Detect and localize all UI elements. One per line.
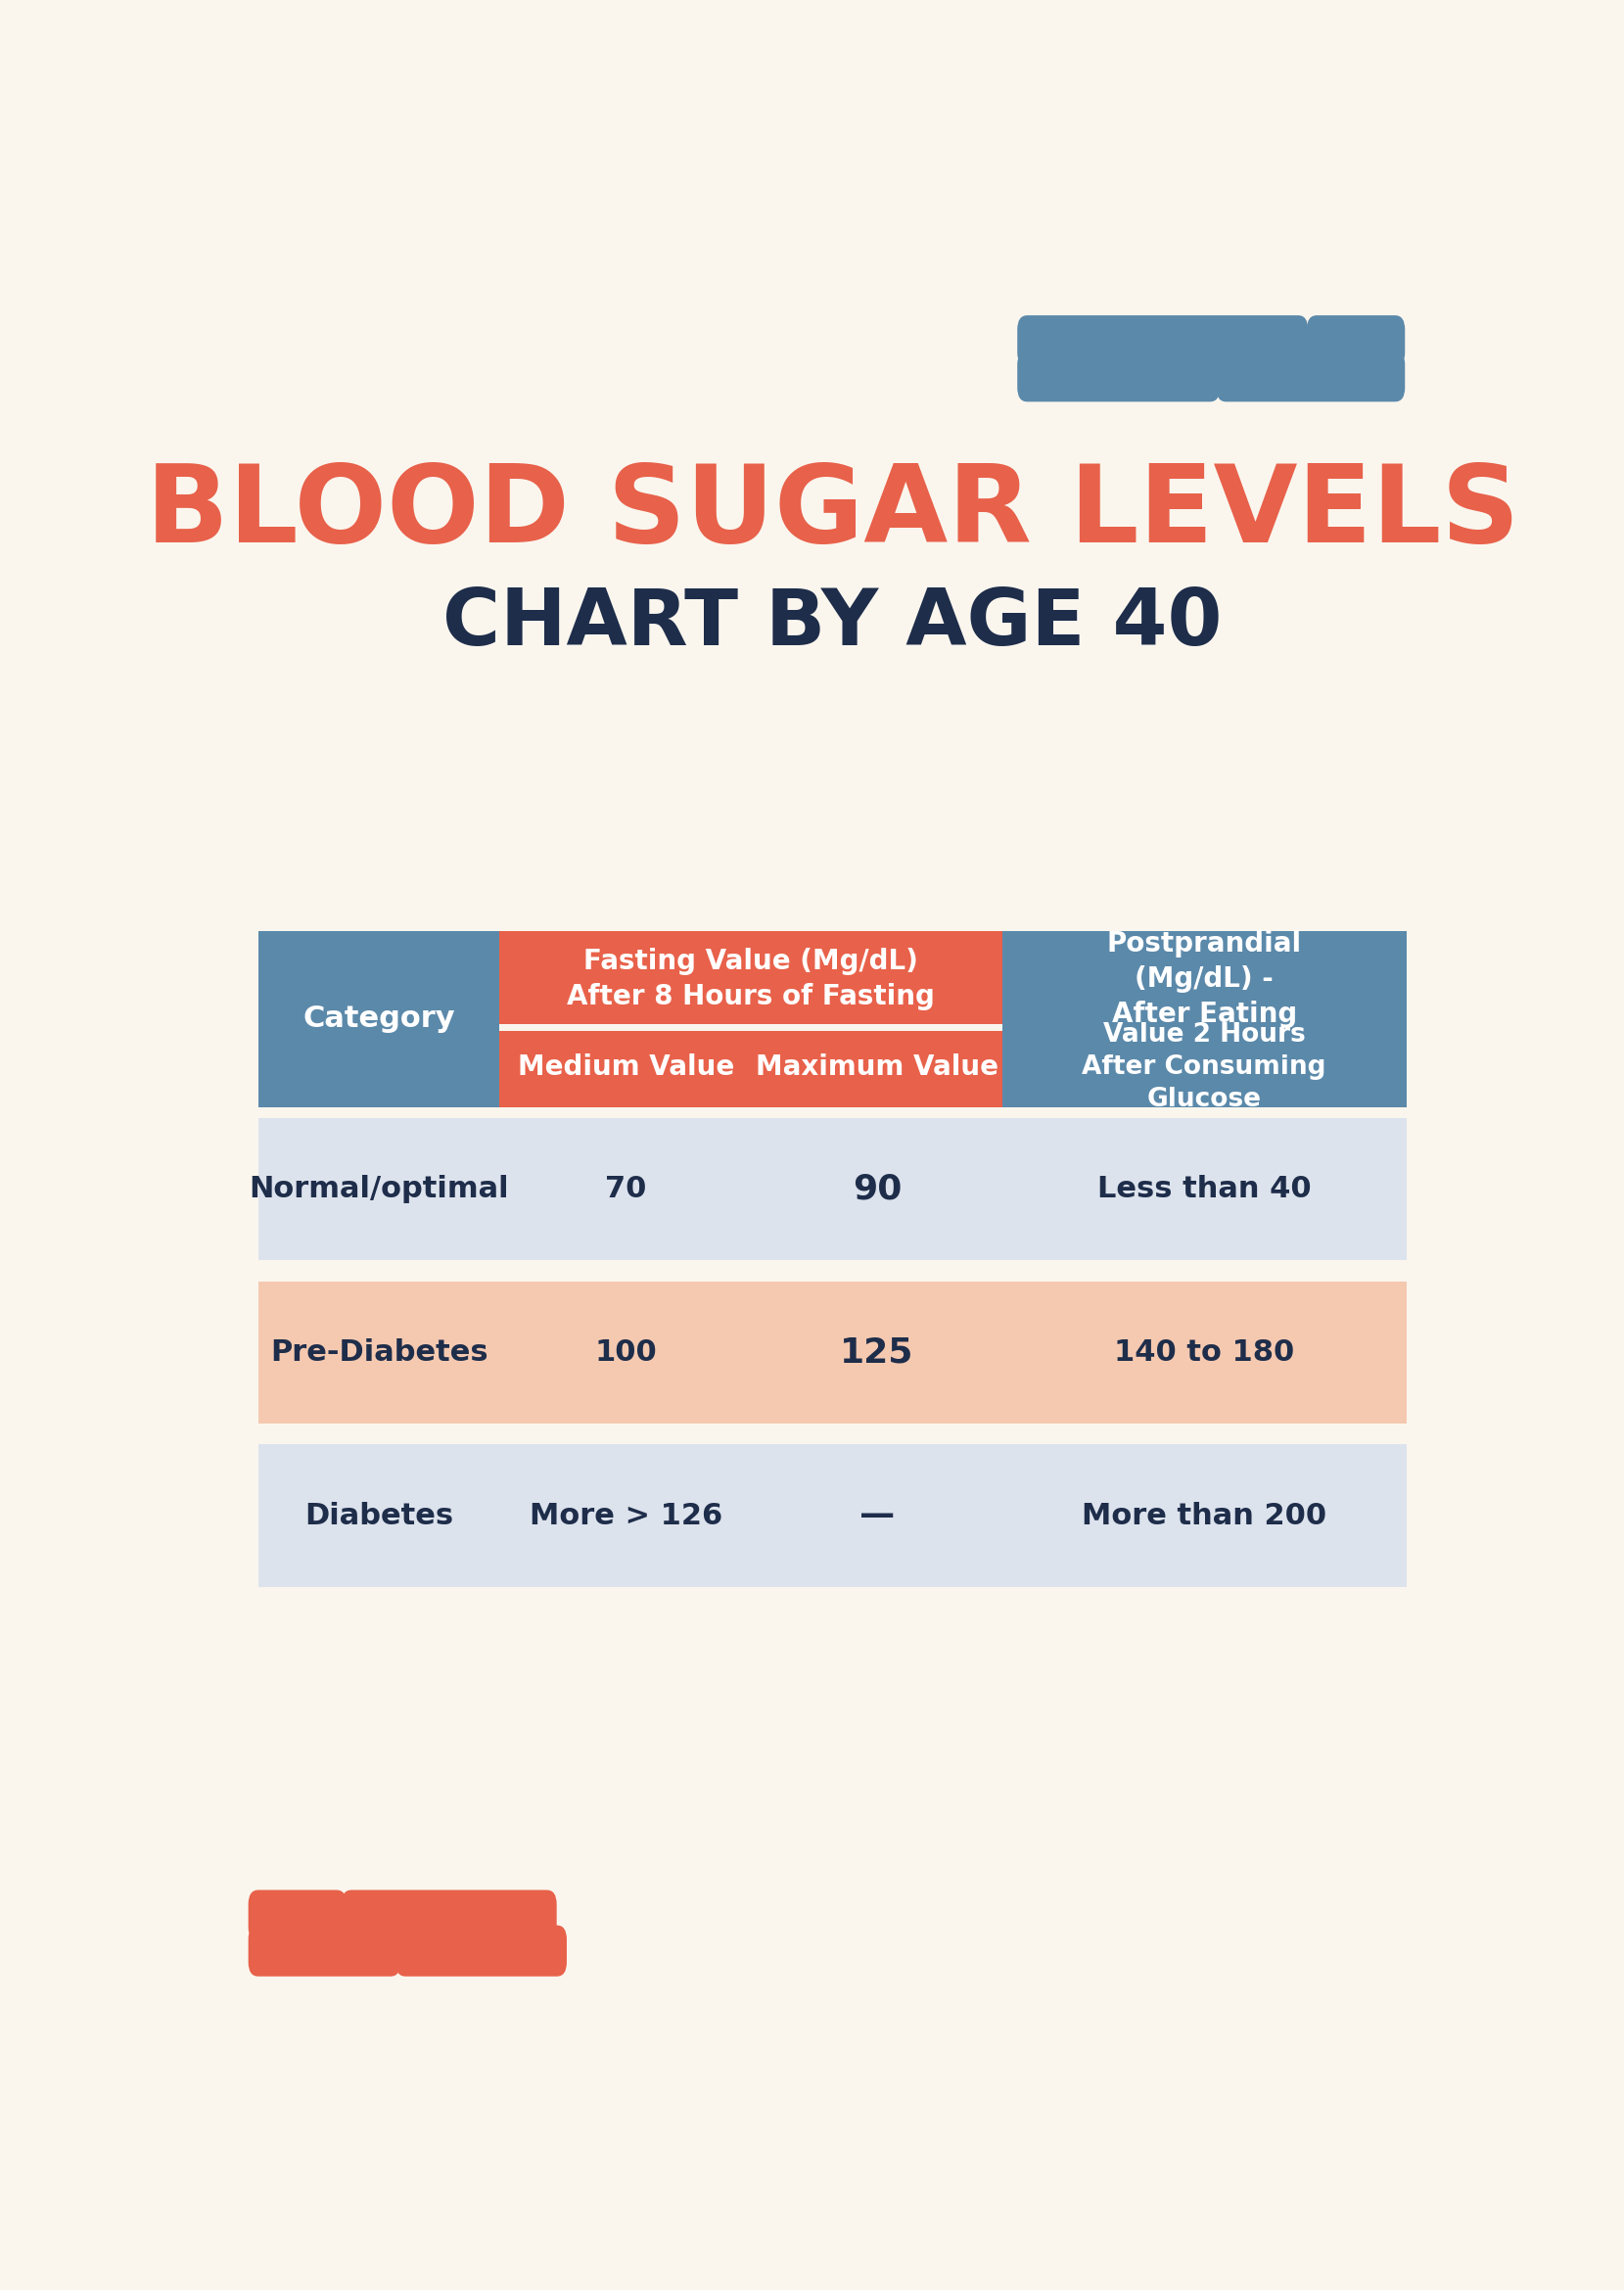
FancyBboxPatch shape xyxy=(248,1889,346,1942)
Text: Pre-Diabetes: Pre-Diabetes xyxy=(270,1337,487,1367)
Text: —: — xyxy=(859,1500,895,1532)
Text: 125: 125 xyxy=(840,1335,914,1369)
Text: More than 200: More than 200 xyxy=(1082,1502,1327,1530)
Text: Medium Value: Medium Value xyxy=(518,1053,734,1081)
Text: 100: 100 xyxy=(594,1337,656,1367)
Text: 90: 90 xyxy=(853,1172,901,1205)
FancyBboxPatch shape xyxy=(1307,316,1405,366)
Text: Less than 40: Less than 40 xyxy=(1098,1175,1311,1202)
Bar xyxy=(500,1024,1002,1031)
FancyBboxPatch shape xyxy=(248,1926,401,1976)
Bar xyxy=(258,1445,1406,1587)
Bar xyxy=(1002,1028,1406,1108)
Text: CHART BY AGE 40: CHART BY AGE 40 xyxy=(442,586,1223,662)
Text: Diabetes: Diabetes xyxy=(304,1502,453,1530)
Text: Postprandial
(Mg/dL) -
After Eating: Postprandial (Mg/dL) - After Eating xyxy=(1106,930,1302,1028)
Bar xyxy=(752,1028,1002,1108)
Bar xyxy=(500,930,1002,1028)
Text: More > 126: More > 126 xyxy=(529,1502,723,1530)
Text: Maximum Value: Maximum Value xyxy=(755,1053,999,1081)
Text: Fasting Value (Mg/dL)
After 8 Hours of Fasting: Fasting Value (Mg/dL) After 8 Hours of F… xyxy=(567,948,935,1010)
Bar xyxy=(1002,930,1406,1028)
Bar xyxy=(258,930,500,1108)
Text: Normal/optimal: Normal/optimal xyxy=(248,1175,508,1202)
FancyBboxPatch shape xyxy=(396,1926,567,1976)
FancyBboxPatch shape xyxy=(341,1889,557,1942)
Text: 140 to 180: 140 to 180 xyxy=(1114,1337,1294,1367)
Bar xyxy=(258,1282,1406,1424)
FancyBboxPatch shape xyxy=(1216,350,1405,401)
Bar xyxy=(258,1118,1406,1260)
Text: Value 2 Hours
After Consuming
Glucose: Value 2 Hours After Consuming Glucose xyxy=(1082,1021,1327,1113)
Text: BLOOD SUGAR LEVELS: BLOOD SUGAR LEVELS xyxy=(146,460,1518,566)
Text: 70: 70 xyxy=(606,1175,646,1202)
FancyBboxPatch shape xyxy=(1017,316,1307,366)
FancyBboxPatch shape xyxy=(1017,350,1220,401)
Text: Category: Category xyxy=(302,1005,455,1033)
Bar xyxy=(500,1028,752,1108)
